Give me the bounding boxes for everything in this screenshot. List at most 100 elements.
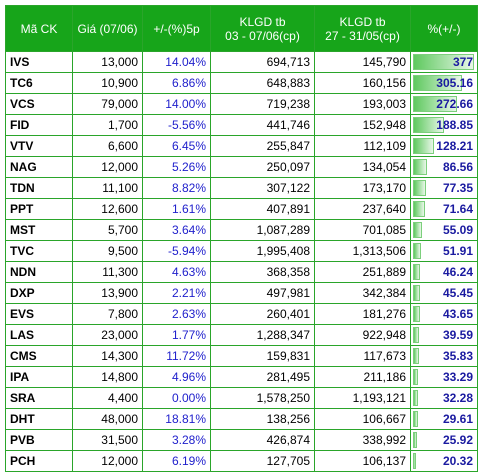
cell-diff: 43.65 <box>410 303 478 325</box>
header-vol-prev: KLGD tb 27 - 31/05(cp) <box>314 5 411 52</box>
table-row: PVB 31,500 3.28% 426,874 338,992 25.92 <box>5 429 478 451</box>
cell-vol-now: 441,746 <box>210 114 315 136</box>
cell-diff: 25.92 <box>410 429 478 451</box>
diff-label: 32.28 <box>442 391 473 405</box>
cell-change: 3.28% <box>142 429 211 451</box>
cell-vol-prev: 117,673 <box>314 345 411 367</box>
diff-label: 43.65 <box>442 307 473 321</box>
diff-label: 55.09 <box>442 223 473 237</box>
cell-vol-prev: 1,313,506 <box>314 240 411 262</box>
cell-code: NAG <box>5 156 73 178</box>
diff-bar <box>413 180 426 196</box>
cell-vol-now: 1,578,250 <box>210 387 315 409</box>
table-row: PPT 12,600 1.61% 407,891 237,640 71.64 <box>5 198 478 220</box>
cell-vol-now: 138,256 <box>210 408 315 430</box>
cell-vol-now: 426,874 <box>210 429 315 451</box>
diff-bar <box>413 243 421 259</box>
cell-diff: 39.59 <box>410 324 478 346</box>
diff-bar <box>413 222 422 238</box>
cell-vol-prev: 173,170 <box>314 177 411 199</box>
table-row: VCS 79,000 14.00% 719,238 193,003 272.66 <box>5 93 478 115</box>
cell-code: VCS <box>5 93 73 115</box>
cell-change: 18.81% <box>142 408 211 430</box>
header-vol-prev-line1: KLGD tb <box>339 14 386 29</box>
header-vol-now-line2: 03 - 07/06(cp) <box>225 28 300 43</box>
diff-bar <box>413 327 419 343</box>
stock-volume-table-container: Mã CK Giá (07/06) +/-(%)5p KLGD tb 03 - … <box>5 5 478 472</box>
cell-code: PVB <box>5 429 73 451</box>
cell-change: 6.86% <box>142 72 211 94</box>
cell-diff: 77.35 <box>410 177 478 199</box>
cell-code: IVS <box>5 51 73 73</box>
cell-vol-prev: 106,137 <box>314 450 411 472</box>
cell-change: 4.96% <box>142 366 211 388</box>
cell-vol-prev: 237,640 <box>314 198 411 220</box>
diff-label: 272.66 <box>436 97 473 111</box>
cell-vol-prev: 160,156 <box>314 72 411 94</box>
cell-diff: 86.56 <box>410 156 478 178</box>
cell-vol-now: 407,891 <box>210 198 315 220</box>
cell-code: TVC <box>5 240 73 262</box>
cell-price: 12,000 <box>72 450 143 472</box>
cell-change: 2.63% <box>142 303 211 325</box>
diff-label: 20.32 <box>442 454 473 468</box>
cell-vol-prev: 193,003 <box>314 93 411 115</box>
cell-code: NDN <box>5 261 73 283</box>
cell-vol-now: 1,995,408 <box>210 240 315 262</box>
cell-diff: 45.45 <box>410 282 478 304</box>
table-row: DHT 48,000 18.81% 138,256 106,667 29.61 <box>5 408 478 430</box>
table-row: IVS 13,000 14.04% 694,713 145,790 377 <box>5 51 478 73</box>
cell-diff: 35.83 <box>410 345 478 367</box>
cell-vol-prev: 342,384 <box>314 282 411 304</box>
cell-price: 10,900 <box>72 72 143 94</box>
cell-vol-now: 1,288,347 <box>210 324 315 346</box>
header-vol-now: KLGD tb 03 - 07/06(cp) <box>210 5 315 52</box>
cell-code: LAS <box>5 324 73 346</box>
table-header: Mã CK Giá (07/06) +/-(%)5p KLGD tb 03 - … <box>5 5 478 52</box>
cell-change: 14.04% <box>142 51 211 73</box>
cell-vol-now: 159,831 <box>210 345 315 367</box>
diff-label: 188.85 <box>436 118 473 132</box>
cell-diff: 46.24 <box>410 261 478 283</box>
cell-vol-prev: 1,193,121 <box>314 387 411 409</box>
cell-vol-now: 307,122 <box>210 177 315 199</box>
table-row: MST 5,700 3.64% 1,087,289 701,085 55.09 <box>5 219 478 241</box>
table-row: EVS 7,800 2.63% 260,401 181,276 43.65 <box>5 303 478 325</box>
cell-code: TC6 <box>5 72 73 94</box>
table-row: FID 1,700 -5.56% 441,746 152,948 188.85 <box>5 114 478 136</box>
cell-change: 5.26% <box>142 156 211 178</box>
cell-price: 12,000 <box>72 156 143 178</box>
cell-diff: 55.09 <box>410 219 478 241</box>
header-diff: %(+/-) <box>410 5 478 52</box>
cell-price: 5,700 <box>72 219 143 241</box>
cell-change: 6.45% <box>142 135 211 157</box>
diff-label: 51.91 <box>442 244 473 258</box>
cell-vol-prev: 152,948 <box>314 114 411 136</box>
cell-diff: 33.29 <box>410 366 478 388</box>
diff-bar <box>413 264 420 280</box>
cell-price: 48,000 <box>72 408 143 430</box>
diff-bar <box>413 96 457 112</box>
table-row: TDN 11,100 8.82% 307,122 173,170 77.35 <box>5 177 478 199</box>
header-price: Giá (07/06) <box>72 5 143 52</box>
cell-vol-now: 368,358 <box>210 261 315 283</box>
cell-diff: 272.66 <box>410 93 478 115</box>
table-row: SRA 4,400 0.00% 1,578,250 1,193,121 32.28 <box>5 387 478 409</box>
cell-vol-now: 694,713 <box>210 51 315 73</box>
cell-vol-prev: 211,186 <box>314 366 411 388</box>
cell-diff: 128.21 <box>410 135 478 157</box>
diff-label: 45.45 <box>442 286 473 300</box>
cell-price: 14,800 <box>72 366 143 388</box>
cell-diff: 20.32 <box>410 450 478 472</box>
cell-code: FID <box>5 114 73 136</box>
cell-vol-prev: 251,889 <box>314 261 411 283</box>
cell-vol-now: 719,238 <box>210 93 315 115</box>
cell-change: -5.56% <box>142 114 211 136</box>
cell-change: 6.19% <box>142 450 211 472</box>
table-row: LAS 23,000 1.77% 1,288,347 922,948 39.59 <box>5 324 478 346</box>
diff-label: 29.61 <box>442 412 473 426</box>
table-row: TC6 10,900 6.86% 648,883 160,156 305.16 <box>5 72 478 94</box>
cell-diff: 29.61 <box>410 408 478 430</box>
cell-vol-prev: 181,276 <box>314 303 411 325</box>
cell-code: DHT <box>5 408 73 430</box>
